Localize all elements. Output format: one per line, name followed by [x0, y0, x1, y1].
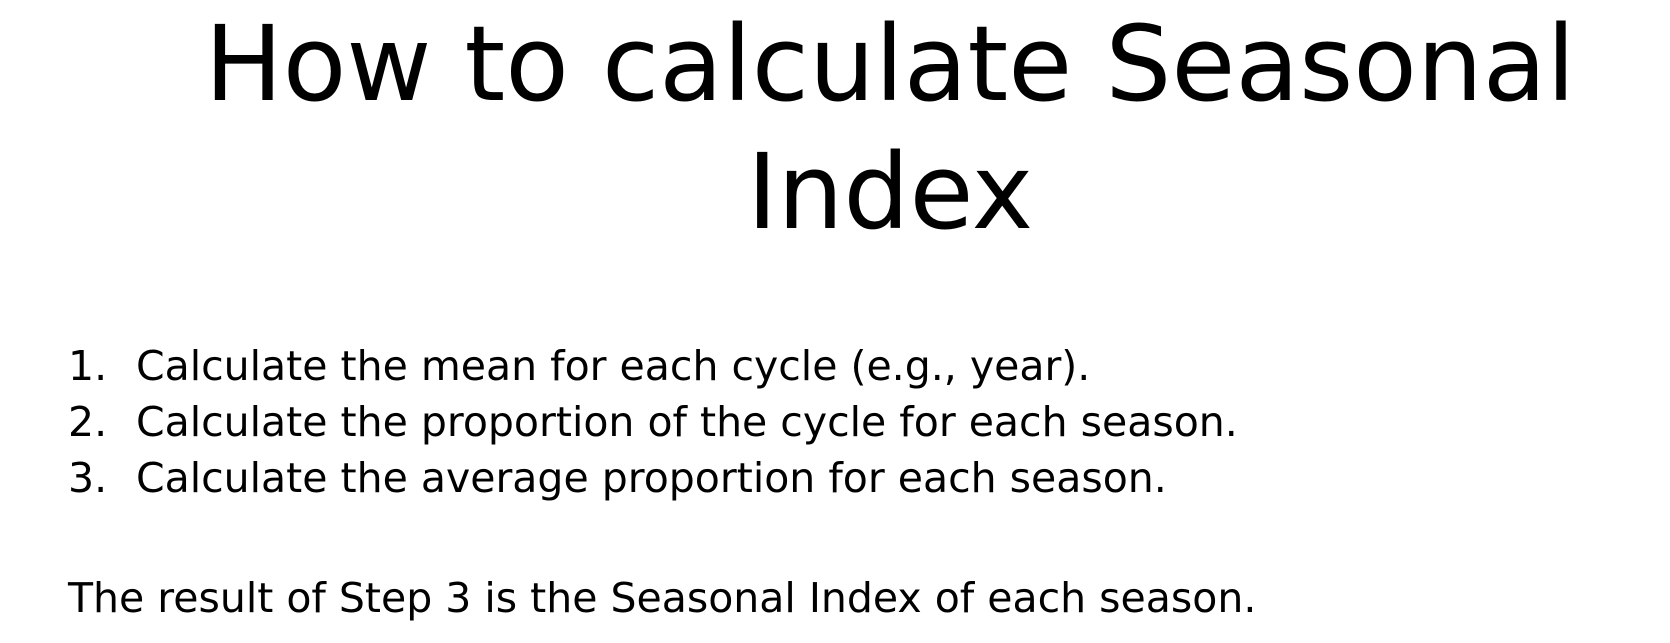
page-title: How to calculate Seasonal Index [204, 3, 1576, 253]
result-statement: The result of Step 3 is the Seasonal Ind… [68, 574, 1257, 622]
step-number: 2. [68, 398, 108, 446]
list-item: 1. Calculate the mean for each cycle (e.… [68, 338, 1238, 394]
step-text: Calculate the average proportion for eac… [136, 454, 1167, 502]
steps-list: 1. Calculate the mean for each cycle (e.… [68, 338, 1238, 506]
step-text: Calculate the proportion of the cycle fo… [136, 398, 1238, 446]
step-number: 1. [68, 342, 108, 390]
list-item: 2. Calculate the proportion of the cycle… [68, 394, 1238, 450]
step-number: 3. [68, 454, 108, 502]
list-item: 3. Calculate the average proportion for … [68, 450, 1238, 506]
step-text: Calculate the mean for each cycle (e.g.,… [136, 342, 1091, 390]
